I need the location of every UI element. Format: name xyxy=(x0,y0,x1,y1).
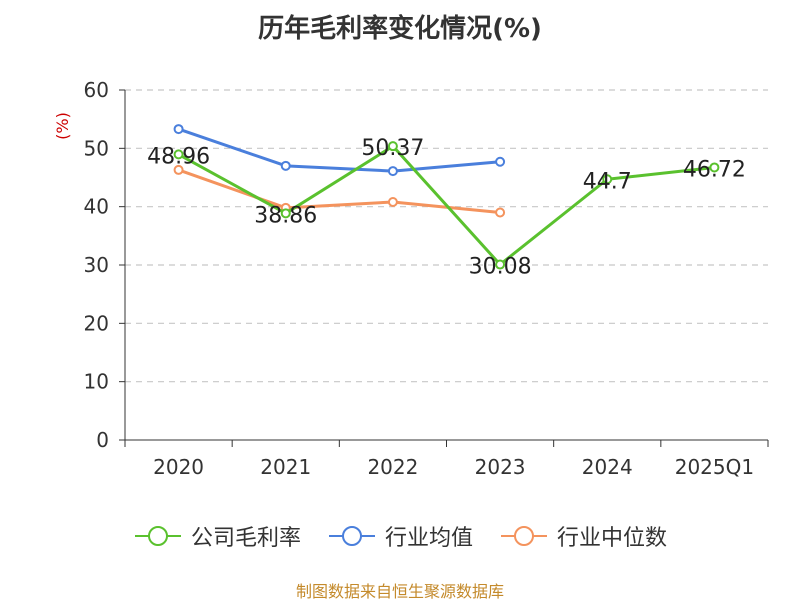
y-tick-label: 40 xyxy=(84,195,109,219)
series-line xyxy=(177,144,715,267)
y-tick-label: 10 xyxy=(84,370,109,394)
data-point xyxy=(387,197,398,207)
chart-title: 历年毛利率变化情况(%) xyxy=(258,14,542,44)
series-line xyxy=(178,127,501,173)
data-label: 46.72 xyxy=(683,157,746,182)
data-point xyxy=(495,259,506,270)
y-axis-label: (%) xyxy=(53,112,72,140)
y-tick-label: 50 xyxy=(84,136,109,160)
data-label: 44.7 xyxy=(583,169,632,194)
legend-circle xyxy=(341,526,362,546)
y-tick-label: 20 xyxy=(84,311,109,335)
data-point xyxy=(602,174,613,185)
data-point xyxy=(173,149,184,160)
legend-marker-icon xyxy=(328,526,375,546)
legend: 公司毛利率 行业均值 行业中位数 xyxy=(0,520,800,552)
data-point xyxy=(709,162,720,173)
legend-circle xyxy=(147,526,168,546)
x-tick-label: 2021 xyxy=(260,455,311,479)
axes: 0 10 20 30 40 50 60 2020 2021 2022 2023 2024 2025Q1 xyxy=(84,78,769,479)
data-point xyxy=(387,166,398,177)
series xyxy=(173,124,720,270)
legend-item[interactable]: 行业中位数 xyxy=(499,520,667,552)
legend-label: 公司毛利率 xyxy=(190,526,301,551)
data-point xyxy=(495,156,506,167)
data-point xyxy=(387,141,398,152)
data-label: 30.08 xyxy=(469,255,532,280)
data-point xyxy=(495,207,506,218)
x-tick-label: 2022 xyxy=(367,455,418,479)
legend-label: 行业均值 xyxy=(384,526,473,551)
y-tick-label: 0 xyxy=(96,428,109,452)
x-tick-label: 2023 xyxy=(475,455,526,479)
data-label: 38.86 xyxy=(254,203,317,228)
grid-lines xyxy=(125,89,768,383)
data-label: 50.37 xyxy=(361,136,424,161)
legend-circle xyxy=(514,526,534,546)
x-tick-label: 2025Q1 xyxy=(675,455,754,479)
data-label: 48.96 xyxy=(147,144,210,169)
data-labels: 48.96 38.86 50.37 30.08 44.7 46.72 xyxy=(147,136,746,279)
source-note: 制图数据来自恒生聚源数据库 xyxy=(295,582,504,601)
legend-item[interactable]: 行业均值 xyxy=(327,520,473,552)
y-tick-label: 60 xyxy=(84,78,109,102)
data-point xyxy=(280,208,291,219)
legend-marker-icon xyxy=(134,526,181,546)
legend-label: 行业中位数 xyxy=(557,526,668,551)
x-tick-label: 2020 xyxy=(153,455,204,479)
data-point xyxy=(173,124,184,135)
x-tick-label: 2024 xyxy=(582,455,633,479)
y-tick-label: 30 xyxy=(84,253,109,277)
data-point xyxy=(280,160,291,171)
legend-marker-icon xyxy=(501,526,547,546)
data-point xyxy=(173,164,184,175)
legend-item[interactable]: 公司毛利率 xyxy=(133,520,301,552)
